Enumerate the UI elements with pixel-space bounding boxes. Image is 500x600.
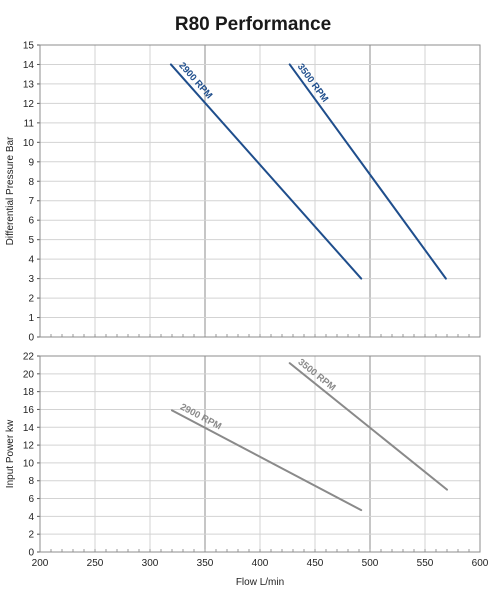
y-tick-label: 9 xyxy=(28,157,34,168)
plot-frame xyxy=(39,44,481,338)
x-tick-label: 350 xyxy=(197,558,214,569)
y-tick-label: 22 xyxy=(23,352,35,363)
y-tick-label: 12 xyxy=(23,99,35,110)
y-tick-label: 2 xyxy=(28,294,34,305)
y-tick-label: 6 xyxy=(28,216,34,227)
x-tick-label: 550 xyxy=(417,558,434,569)
y-axis-label: Input Power kw xyxy=(5,419,16,488)
y-tick-label: 4 xyxy=(28,512,34,523)
y-tick-label: 1 xyxy=(28,313,34,324)
y-tick-label: 2 xyxy=(28,530,34,541)
y-tick-label: 11 xyxy=(24,118,35,129)
y-tick-label: 7 xyxy=(28,196,34,207)
y-tick-label: 18 xyxy=(23,387,35,398)
x-tick-label: 250 xyxy=(87,558,104,569)
y-tick-label: 5 xyxy=(28,235,34,246)
series-line xyxy=(169,63,363,280)
y-tick-label: 8 xyxy=(28,476,34,487)
y-tick-label: 13 xyxy=(23,79,35,90)
x-tick-label: 450 xyxy=(307,558,324,569)
series-label: 2900 RPM xyxy=(176,60,214,101)
y-tick-label: 12 xyxy=(23,441,35,452)
y-tick-label: 14 xyxy=(23,423,35,434)
x-tick-label: 200 xyxy=(32,558,49,569)
series-line xyxy=(288,362,448,491)
y-tick-label: 15 xyxy=(23,41,35,52)
series-line xyxy=(171,409,363,512)
y-tick-label: 14 xyxy=(23,60,35,71)
y-tick-label: 0 xyxy=(28,548,34,559)
y-tick-label: 10 xyxy=(23,458,35,469)
series-label: 3500 RPM xyxy=(296,357,338,394)
x-tick-label: 600 xyxy=(472,558,489,569)
y-tick-label: 16 xyxy=(23,405,35,416)
y-tick-label: 20 xyxy=(23,369,35,380)
y-axis-label: Differential Pressure Bar xyxy=(5,136,16,245)
y-tick-label: 8 xyxy=(28,177,34,188)
x-axis-label: Flow L/min xyxy=(236,577,284,588)
y-tick-label: 4 xyxy=(28,255,34,266)
y-tick-label: 3 xyxy=(28,274,34,285)
plot-frame xyxy=(39,355,481,553)
y-tick-label: 10 xyxy=(23,138,35,149)
x-tick-label: 500 xyxy=(362,558,379,569)
x-tick-label: 400 xyxy=(252,558,269,569)
x-tick-label: 300 xyxy=(142,558,159,569)
series-label: 3500 RPM xyxy=(295,62,330,105)
chart-title: R80 Performance xyxy=(175,14,331,35)
series-line xyxy=(288,63,447,280)
y-tick-label: 6 xyxy=(28,494,34,505)
y-tick-label: 0 xyxy=(28,333,34,344)
